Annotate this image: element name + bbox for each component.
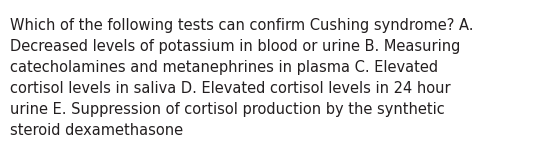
Text: Which of the following tests can confirm Cushing syndrome? A.
Decreased levels o: Which of the following tests can confirm… <box>10 18 474 138</box>
